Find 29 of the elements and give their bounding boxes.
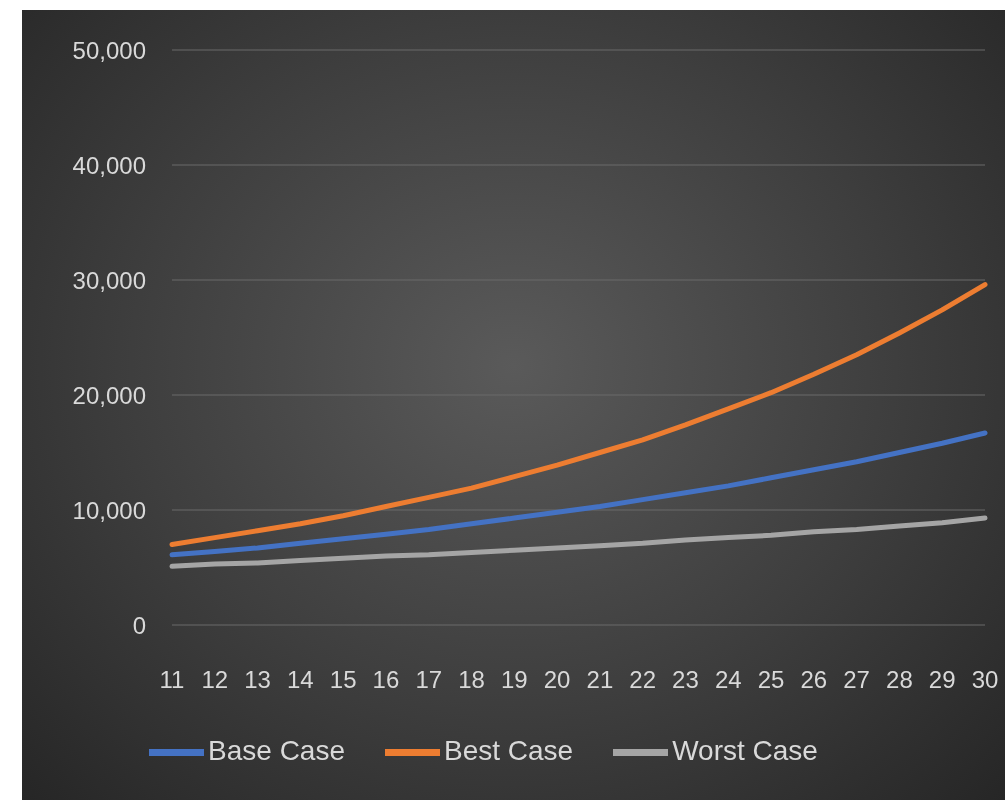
x-tick-label: 17: [415, 666, 443, 694]
y-tick-label: 20,000: [72, 381, 146, 409]
x-tick-label: 30: [971, 666, 999, 694]
x-tick-label: 21: [586, 666, 614, 694]
x-tick-label: 16: [372, 666, 400, 694]
x-tick-label: 28: [886, 666, 913, 694]
x-tick-label: 25: [757, 666, 785, 694]
x-tick-label: 12: [201, 666, 229, 694]
x-tick-label: 13: [244, 666, 271, 694]
y-tick-label: 40,000: [72, 151, 146, 179]
legend-label: Worst Case: [672, 734, 818, 766]
y-tick-label: 50,000: [72, 36, 146, 64]
x-tick-label: 20: [543, 666, 571, 694]
x-tick-label: 24: [714, 666, 742, 694]
legend-label: Base Case: [208, 734, 346, 766]
x-tick-label: 26: [800, 666, 828, 694]
y-tick-label: 10,000: [72, 496, 146, 524]
x-tick-label: 23: [672, 666, 699, 694]
x-tick-label: 19: [500, 666, 528, 694]
x-tick-label: 18: [458, 666, 485, 694]
x-tick-label: 27: [843, 666, 870, 694]
x-tick-label: 15: [329, 666, 357, 694]
legend-label: Best Case: [444, 734, 574, 766]
x-tick-label: 11: [159, 666, 185, 694]
x-tick-label: 22: [629, 666, 657, 694]
y-tick-label: 0: [132, 611, 146, 639]
y-tick-label: 30,000: [72, 266, 146, 294]
x-tick-label: 14: [287, 666, 314, 694]
x-tick-label: 29: [928, 666, 956, 694]
